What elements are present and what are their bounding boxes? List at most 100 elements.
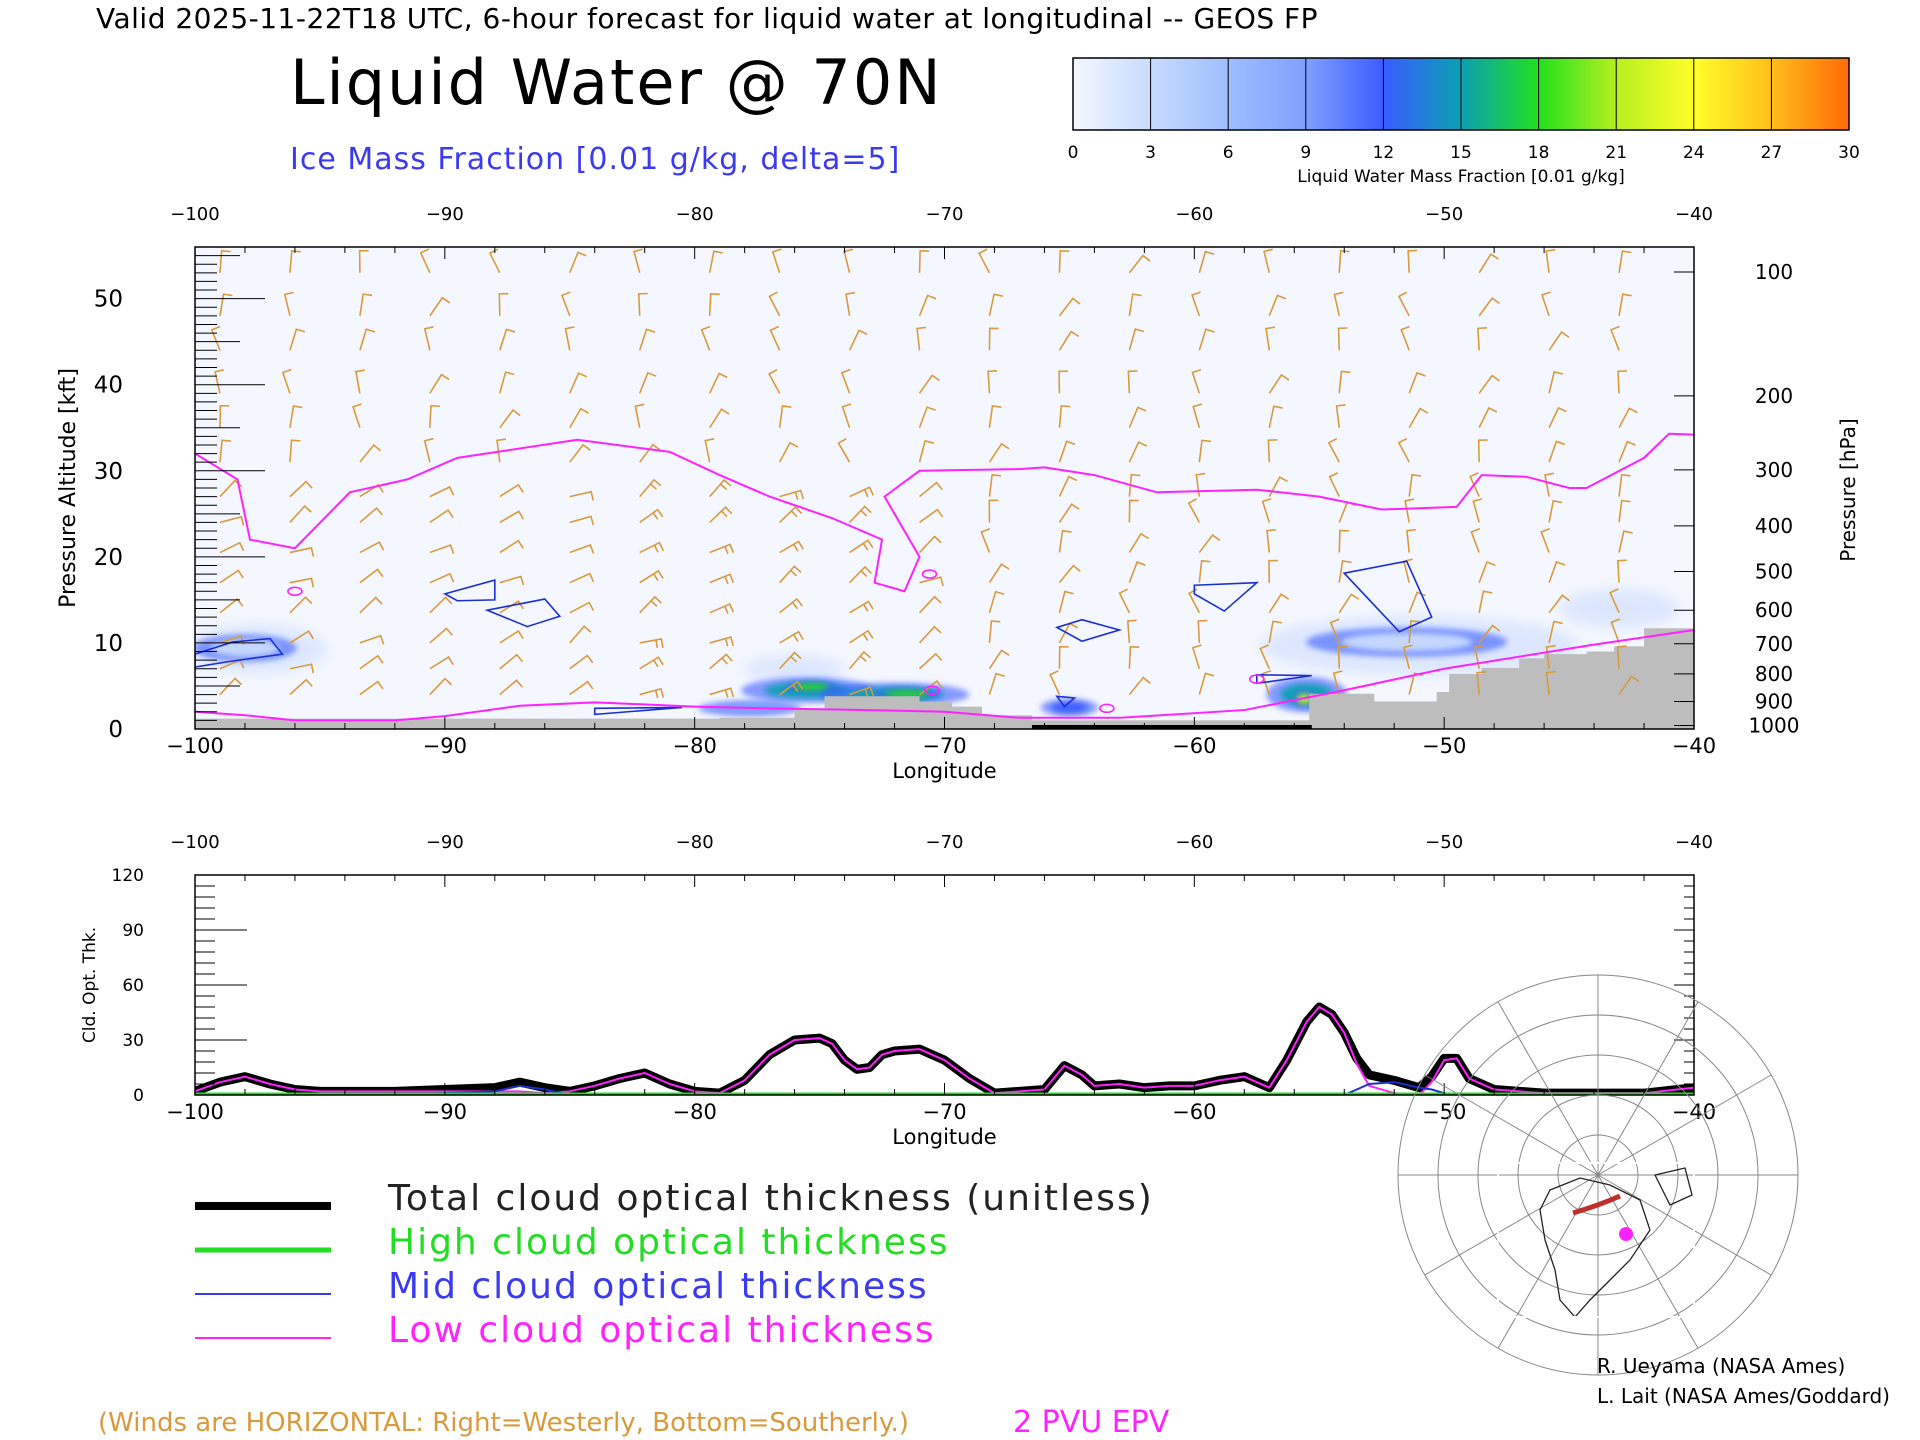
wind-barb [1198, 559, 1211, 583]
wind-barb [1472, 498, 1483, 523]
wind-barb [1332, 670, 1343, 695]
x-tick-label-top: −50 [1425, 832, 1463, 853]
wind-barb [779, 489, 805, 500]
wind-barb [1408, 407, 1429, 429]
wind-barb [1128, 561, 1146, 583]
wind-barb [916, 326, 927, 351]
map-meridian [1424, 1174, 1599, 1276]
wind-barb [289, 250, 301, 273]
wind-barb [1408, 620, 1420, 643]
chart-title: Liquid Water @ 70N [290, 46, 943, 119]
wind-barb [569, 515, 595, 526]
liquid-water-haze [744, 654, 845, 683]
wind-barb [1548, 620, 1563, 644]
liquid-water-haze [1559, 588, 1680, 629]
x-tick-label-top: −60 [1175, 204, 1213, 225]
wind-barb [1548, 499, 1563, 523]
wind-barb [359, 443, 382, 463]
wind-barb [560, 291, 571, 317]
liquid-water-blob [1050, 702, 1089, 713]
x-tick-label-top: −60 [1175, 832, 1213, 853]
wind-barb [700, 325, 711, 351]
wind-barb [1406, 528, 1416, 553]
colorbar-tick-label: 27 [1761, 143, 1783, 163]
wind-barb [1049, 670, 1061, 695]
ice-contour [1193, 581, 1260, 613]
wind-barb [1268, 593, 1290, 614]
colorbar-tick-label: 12 [1373, 143, 1395, 163]
wind-barb [499, 371, 515, 394]
wind-barb [633, 248, 643, 274]
wind-barb [638, 371, 657, 394]
wind-barb [1617, 559, 1627, 583]
wind-barb [1328, 472, 1340, 497]
map-meridian [1597, 1174, 1699, 1349]
colorbar-segment [1771, 58, 1850, 130]
wind-barb [988, 649, 1010, 670]
map-cross-section-track [1572, 1193, 1622, 1216]
wind-barb [918, 535, 942, 554]
map-clip-frame [1497, 1162, 1695, 1318]
wind-barb [498, 292, 509, 316]
wind-barb [918, 374, 940, 394]
legend-label-high: High cloud optical thickness [388, 1222, 950, 1263]
wind-barb [1338, 593, 1360, 614]
wind-barb [499, 600, 524, 614]
wind-barb [704, 438, 715, 463]
wind-barb [1128, 473, 1141, 497]
map-meridian [1597, 1001, 1699, 1176]
colorbar-tick-label: 18 [1528, 143, 1550, 163]
wind-barb [639, 638, 664, 648]
wind-barb [569, 490, 594, 501]
wind-barb [779, 565, 802, 584]
wind-barb [919, 576, 944, 586]
wind-barb [848, 505, 872, 523]
wind-barb [1616, 645, 1627, 669]
wind-barb [499, 409, 521, 429]
wind-barb [359, 506, 384, 524]
wind-barb [987, 370, 998, 394]
y-tick-label: 40 [94, 373, 123, 399]
wind-barb [988, 442, 1010, 463]
wind-barb [980, 528, 991, 553]
wind-barb [496, 438, 507, 463]
wind-barb [988, 473, 1002, 497]
x-tick-label: −90 [423, 1100, 467, 1124]
wind-barb [1128, 254, 1151, 274]
wind-barb [1191, 644, 1202, 669]
wind-barb [569, 601, 595, 614]
wind-barb [569, 625, 592, 644]
wind-barb [1128, 499, 1139, 523]
x-axis-label: Longitude [892, 759, 996, 783]
wind-barb [708, 293, 720, 316]
wind-barb [1548, 594, 1571, 614]
wind-barb [1259, 644, 1271, 670]
legend-label-total: Total cloud optical thickness (unitless) [388, 1178, 1154, 1219]
wind-barb [918, 250, 930, 273]
wind-barb [1128, 328, 1145, 351]
y-tick-label: 10 [94, 631, 123, 657]
wind-barb [1126, 619, 1137, 643]
wind-barb [1544, 472, 1555, 497]
colorbar-segment [1073, 58, 1152, 130]
pressure-tick-label: 1000 [1749, 714, 1800, 738]
colorbar-segment [1616, 58, 1695, 130]
ice-contour [1054, 618, 1123, 643]
wind-barb [429, 627, 453, 644]
wind-barb [1128, 441, 1148, 463]
wind-barb [841, 403, 852, 429]
wind-barb [219, 677, 243, 696]
x-tick-label: −70 [922, 734, 966, 758]
wind-barb [1198, 328, 1215, 351]
x-tick-label: −60 [1172, 734, 1216, 758]
wind-barb [569, 443, 591, 463]
pressure-tick-label: 500 [1755, 559, 1793, 583]
wind-barb [1191, 291, 1201, 317]
wind-barb [289, 596, 313, 614]
wind-barb [1058, 404, 1071, 428]
wind-barb [1478, 590, 1493, 613]
wind-barb [1191, 368, 1202, 394]
ice-contour [195, 637, 284, 668]
wind-barb [1058, 564, 1081, 584]
wind-barb [564, 326, 575, 351]
